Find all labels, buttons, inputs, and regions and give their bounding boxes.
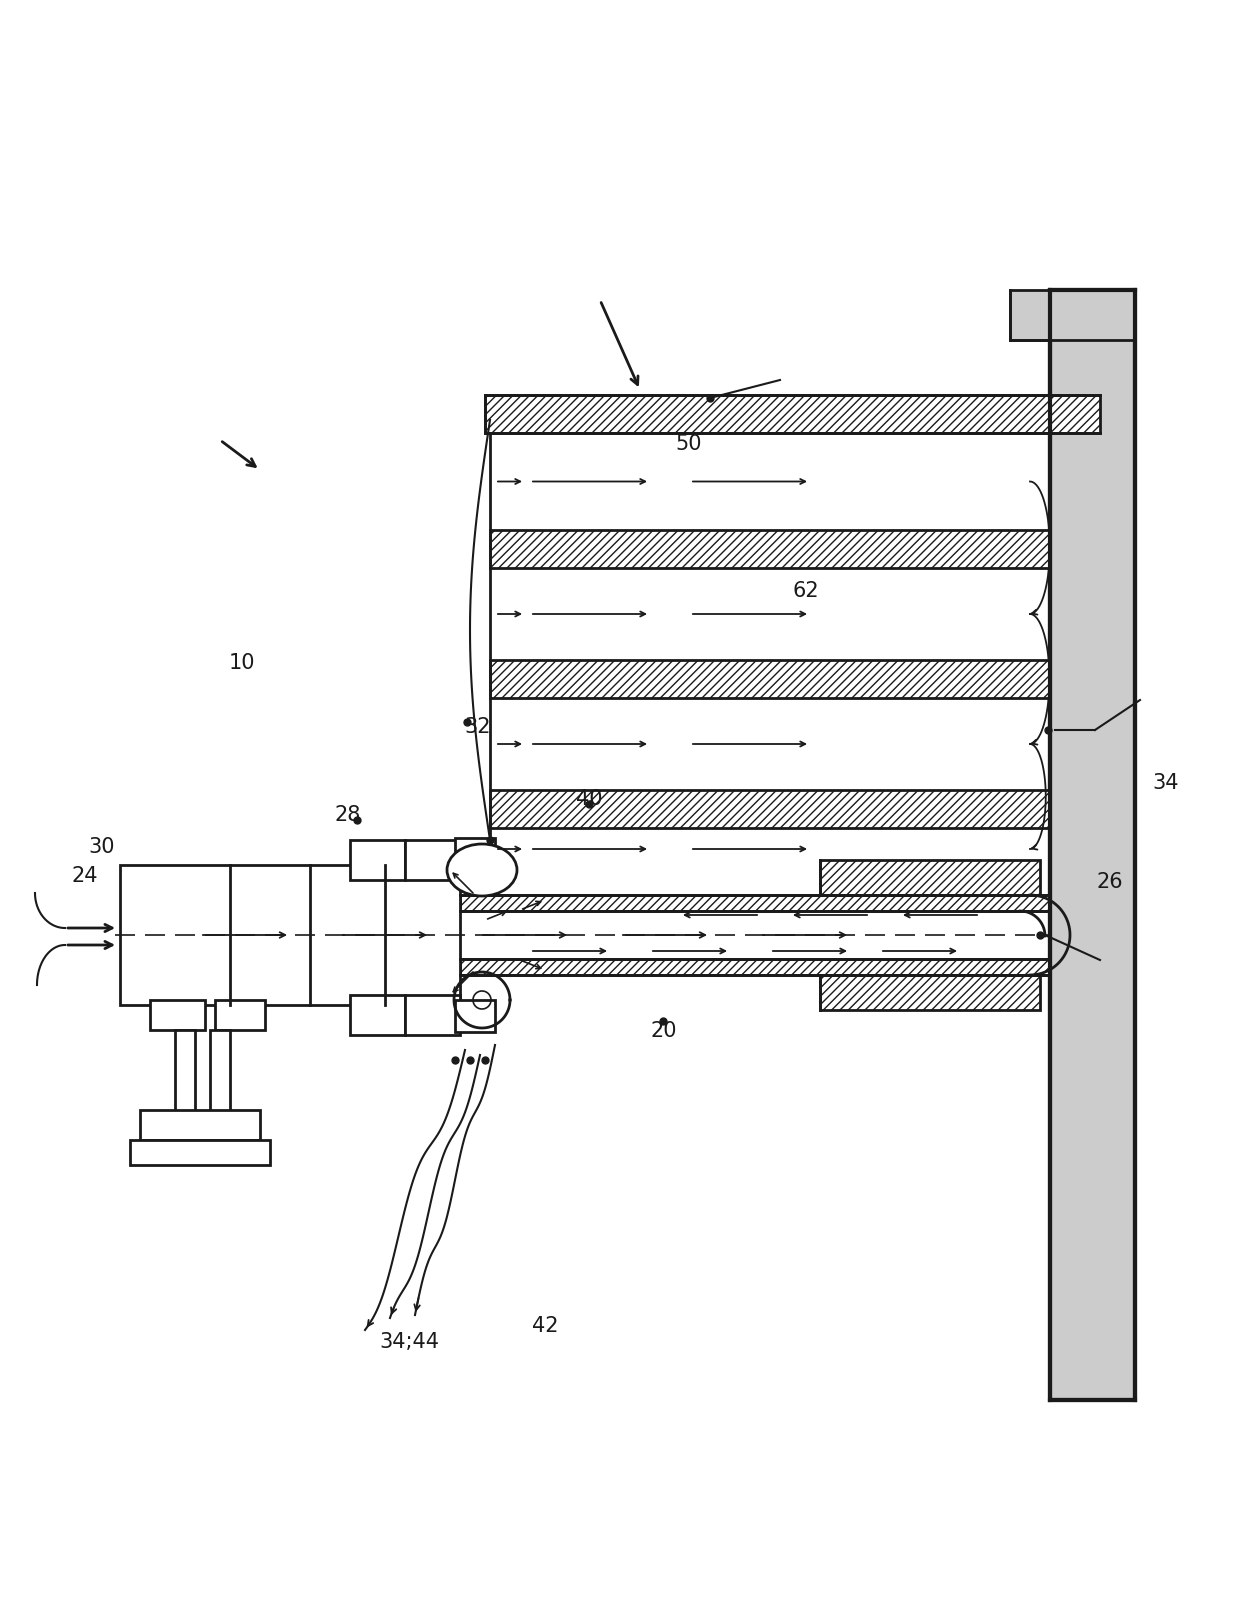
Bar (210, 1031, 229, 1139)
Text: 32: 32 (464, 718, 491, 737)
Bar (490, 660, 1050, 698)
Text: 30: 30 (88, 837, 115, 857)
Bar (1011, 289, 1135, 340)
Bar (820, 975, 1040, 1010)
Bar (215, 1000, 265, 1031)
Text: 24: 24 (71, 866, 98, 885)
Bar (485, 395, 1100, 433)
Text: 62: 62 (792, 582, 820, 601)
Ellipse shape (446, 844, 517, 896)
Bar (405, 841, 460, 880)
Bar (150, 1000, 205, 1031)
Bar (175, 1031, 195, 1139)
Text: 40: 40 (575, 789, 603, 809)
Text: 34: 34 (1152, 773, 1179, 793)
Bar (140, 1111, 260, 1139)
Text: 28: 28 (334, 805, 361, 825)
Bar (405, 996, 460, 1036)
Bar (460, 895, 1050, 911)
Bar (455, 1000, 495, 1032)
Bar (350, 996, 405, 1036)
Text: 20: 20 (650, 1021, 677, 1040)
Text: 34;44: 34;44 (379, 1333, 439, 1352)
Bar (130, 1139, 270, 1165)
Bar (350, 841, 405, 880)
Text: 42: 42 (532, 1317, 559, 1336)
Bar (490, 531, 1050, 567)
Bar (120, 865, 460, 1005)
Bar (460, 959, 1050, 975)
Bar (490, 789, 1050, 828)
Text: 50: 50 (675, 435, 702, 454)
Text: 26: 26 (1096, 873, 1123, 892)
Bar (820, 860, 1040, 895)
Text: 10: 10 (228, 654, 255, 673)
Bar (1050, 289, 1135, 1400)
Bar (455, 837, 495, 869)
